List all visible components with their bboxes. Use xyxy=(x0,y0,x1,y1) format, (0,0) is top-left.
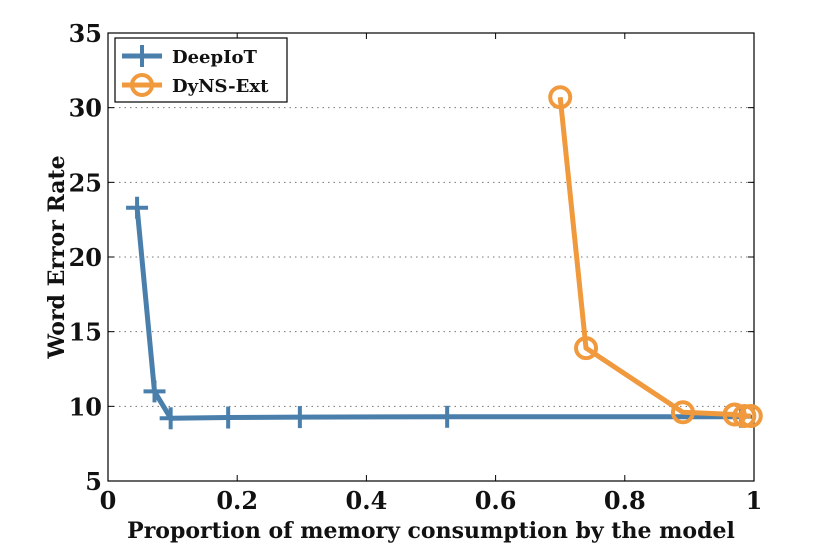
data-point-deepiot xyxy=(288,406,311,429)
data-point-dyns-ext xyxy=(738,404,763,429)
y-axis-label: Word Error Rate xyxy=(44,155,70,359)
x-axis-label: Proportion of memory consumption by the … xyxy=(127,518,735,544)
data-point-deepiot xyxy=(126,196,149,219)
y-tick-label: 30 xyxy=(69,94,102,123)
legend: DeepIoT DyNS-Ext xyxy=(114,37,288,103)
legend-item-deepiot: DeepIoT xyxy=(122,45,258,68)
x-tick-label: 0.2 xyxy=(216,486,258,515)
axis-ticks: 5 10 15 20 25 30 35 0 0.2 0.4 0.6 0.8 1 xyxy=(69,19,763,515)
x-tick-label: 0.6 xyxy=(475,486,517,515)
legend-label: DyNS-Ext xyxy=(172,76,269,97)
x-tick-label: 1 xyxy=(746,486,763,515)
y-tick-label: 5 xyxy=(85,467,102,496)
legend-marker xyxy=(131,45,153,67)
series-layer xyxy=(126,85,763,430)
series-line-deepiot xyxy=(134,207,742,421)
legend-item-dyns-ext: DyNS-Ext xyxy=(122,73,269,97)
data-point-deepiot xyxy=(436,405,459,428)
y-tick-label: 25 xyxy=(69,168,102,197)
series-dyns-ext xyxy=(548,85,763,429)
x-tick-label: 0.8 xyxy=(604,486,646,515)
data-point-dyns-ext xyxy=(548,85,573,110)
x-tick-label: 0 xyxy=(100,486,117,515)
y-tick-label: 20 xyxy=(69,243,102,272)
data-point-dyns-ext xyxy=(574,336,599,361)
data-point-deepiot xyxy=(159,407,182,430)
x-tick-label: 0.4 xyxy=(346,486,388,515)
data-point-dyns-ext xyxy=(670,400,695,425)
data-point-deepiot xyxy=(217,406,240,429)
y-tick-label: 35 xyxy=(69,19,102,48)
data-point-dyns-ext xyxy=(722,402,747,427)
grid-lines xyxy=(108,107,754,407)
legend-label: DeepIoT xyxy=(172,47,258,68)
series-line-dyns-ext xyxy=(557,96,751,419)
y-tick-label: 10 xyxy=(69,392,102,421)
legend-marker xyxy=(130,73,154,97)
data-point-deepiot xyxy=(143,380,166,403)
y-tick-label: 15 xyxy=(69,318,102,347)
